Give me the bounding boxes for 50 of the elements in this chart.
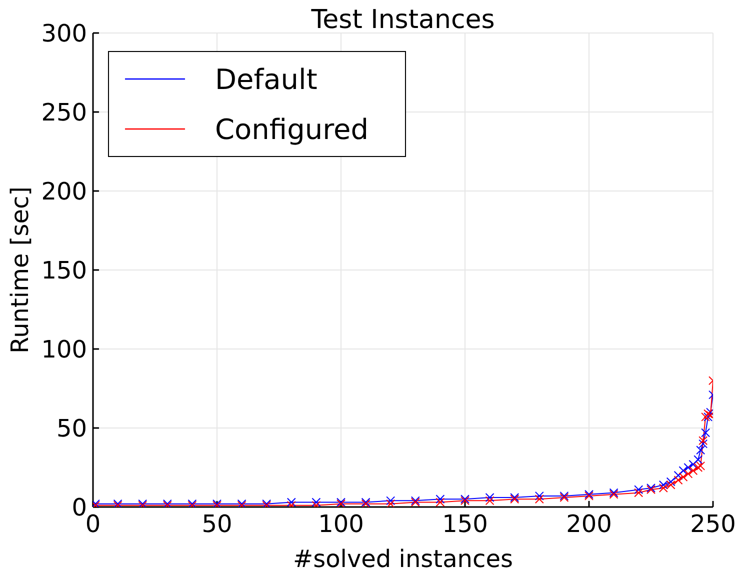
y-axis-title: Runtime [sec] [6,186,34,354]
point [658,480,668,490]
point [485,496,494,506]
point [684,463,693,472]
point [704,409,713,418]
x-axis-title: #solved instances [293,545,513,573]
point [666,477,676,486]
point [634,485,644,494]
point [674,470,683,480]
point [674,476,683,485]
point [678,466,688,476]
legend-label: Default [215,62,318,96]
legend-label: Configured [215,112,368,146]
point [436,494,445,504]
point [678,472,688,482]
x-tick-label: 200 [566,510,612,538]
point [634,488,644,498]
point [696,461,706,470]
point [701,428,710,438]
point [386,499,396,507]
point [688,466,698,476]
x-tick-label: 150 [442,510,488,538]
point [666,480,676,490]
point [694,455,703,464]
chart-title: Test Instances [310,5,495,35]
point [684,469,693,478]
point [696,446,706,455]
x-tick-label: 100 [318,510,364,538]
point [386,496,396,506]
point [534,494,544,504]
point [694,463,703,472]
y-tick-label: 50 [56,414,87,443]
x-tick-label: 250 [690,510,736,538]
point [534,491,544,500]
y-tick-label: 150 [41,256,87,285]
point [688,460,698,469]
point [698,436,708,446]
y-tick-label: 300 [41,20,87,48]
y-tick-label: 100 [41,336,87,364]
point [312,498,321,507]
point [436,498,445,507]
point [658,484,668,493]
point [286,498,296,507]
point [485,493,494,502]
y-tick-label: 250 [41,98,87,127]
x-tick-label: 50 [202,510,232,538]
point [704,412,713,422]
y-tick-label: 200 [41,178,87,206]
point [701,412,710,422]
point [698,439,708,448]
